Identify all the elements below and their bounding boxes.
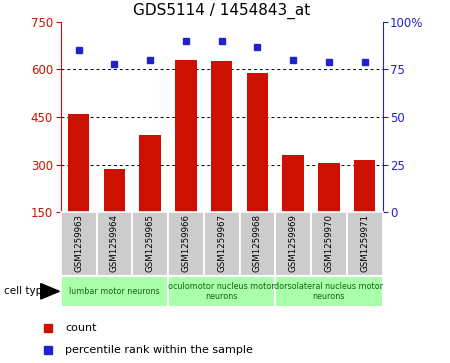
Bar <box>318 163 340 212</box>
Text: dorsolateral nucleus motor
neurons: dorsolateral nucleus motor neurons <box>274 282 383 301</box>
Text: percentile rank within the sample: percentile rank within the sample <box>65 345 253 355</box>
Text: GSM1259963: GSM1259963 <box>74 214 83 272</box>
Text: GSM1259968: GSM1259968 <box>253 214 262 272</box>
Bar <box>61 212 96 276</box>
Bar <box>168 212 204 276</box>
Bar <box>275 276 382 307</box>
Text: GSM1259969: GSM1259969 <box>288 214 297 272</box>
Text: GSM1259965: GSM1259965 <box>146 214 155 272</box>
Bar <box>204 212 239 276</box>
Bar <box>61 276 168 307</box>
Text: GSM1259967: GSM1259967 <box>217 214 226 272</box>
Text: count: count <box>65 323 97 333</box>
Bar <box>311 212 347 276</box>
Text: GSM1259971: GSM1259971 <box>360 214 369 272</box>
Bar <box>283 155 304 212</box>
Bar <box>175 60 197 212</box>
Bar <box>211 61 232 212</box>
Text: GSM1259964: GSM1259964 <box>110 214 119 272</box>
Text: lumbar motor neurons: lumbar motor neurons <box>69 287 160 296</box>
Bar <box>104 170 125 212</box>
Polygon shape <box>40 284 59 299</box>
Bar <box>354 160 375 212</box>
Title: GDS5114 / 1454843_at: GDS5114 / 1454843_at <box>133 3 310 19</box>
Bar <box>347 212 382 276</box>
Bar <box>96 212 132 276</box>
Bar <box>239 212 275 276</box>
Bar <box>68 114 90 212</box>
Text: GSM1259970: GSM1259970 <box>324 214 333 272</box>
Bar <box>275 212 311 276</box>
Text: cell type: cell type <box>4 286 49 297</box>
Bar <box>168 276 275 307</box>
Text: GSM1259966: GSM1259966 <box>181 214 190 272</box>
Bar <box>132 212 168 276</box>
Text: oculomotor nucleus motor
neurons: oculomotor nucleus motor neurons <box>168 282 275 301</box>
Bar <box>140 135 161 212</box>
Bar <box>247 73 268 212</box>
